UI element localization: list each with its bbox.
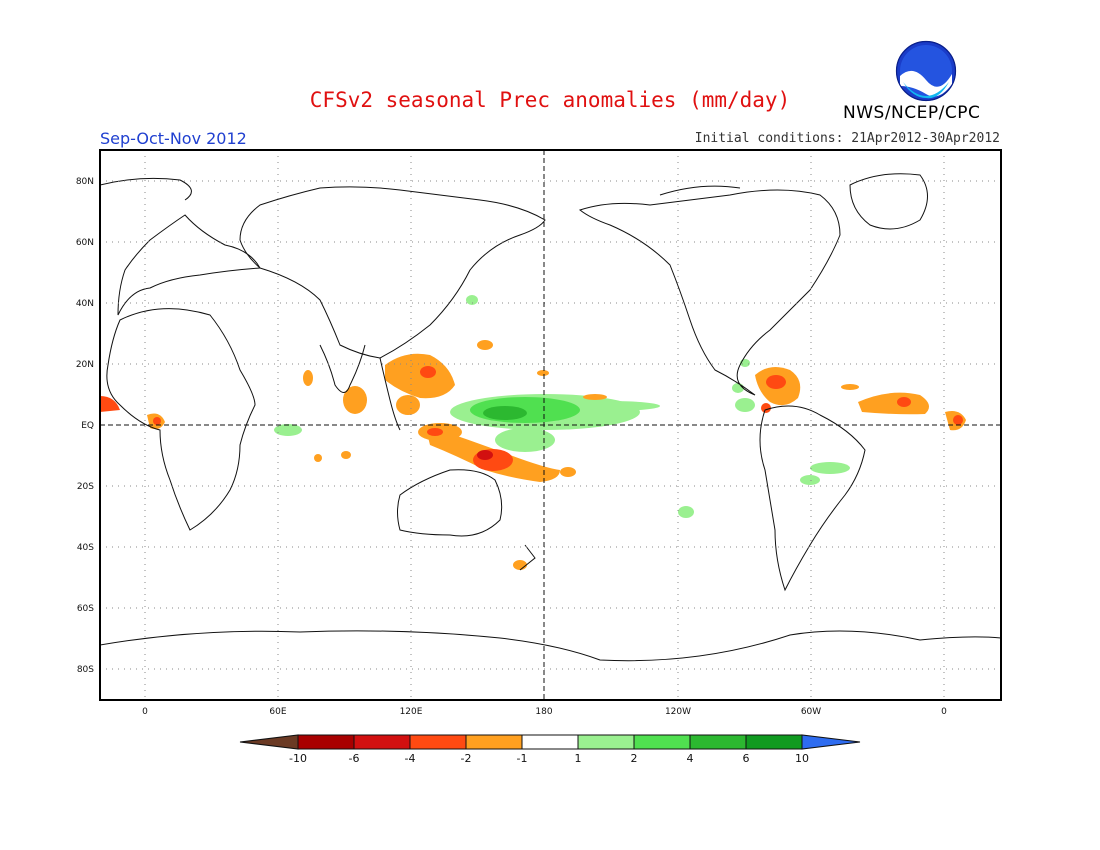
colorbar-swatch xyxy=(521,734,579,750)
lat-label: 80N xyxy=(76,177,94,187)
noaa-logo-icon xyxy=(895,40,957,102)
colorbar-swatch xyxy=(297,734,355,750)
colorbar-label: 2 xyxy=(631,752,638,765)
colorbar-label: 10 xyxy=(795,752,809,765)
lon-label: 0 xyxy=(941,707,947,717)
lat-label: 60S xyxy=(77,604,94,614)
lon-axis: 0 60E 120E 180 120W 60W 0 xyxy=(142,707,947,717)
colorbar-swatch xyxy=(633,734,691,750)
lon-label: 0 xyxy=(142,707,148,717)
colorbar-swatch xyxy=(801,734,861,750)
lon-label: 60W xyxy=(801,707,821,717)
org-label: NWS/NCEP/CPC xyxy=(843,103,981,123)
graticule xyxy=(100,150,1001,700)
colorbar-label: -10 xyxy=(289,752,307,765)
colorbar-swatch xyxy=(353,734,411,750)
lon-label: 120E xyxy=(400,707,423,717)
colorbar-swatch xyxy=(745,734,803,750)
lat-label: 60N xyxy=(76,238,94,248)
anomaly-region-tropical-atlantic-dry xyxy=(858,392,929,415)
lon-label: 180 xyxy=(535,707,552,717)
lon-label: 120W xyxy=(665,707,691,717)
lat-label: 20S xyxy=(77,482,94,492)
map-frame xyxy=(99,149,1002,701)
colorbar-swatch xyxy=(689,734,747,750)
colorbar-label: 6 xyxy=(743,752,750,765)
colorbar: -10 -6 -4 -2 -1 1 2 4 6 10 xyxy=(239,734,861,765)
colorbar-label: -2 xyxy=(461,752,472,765)
lat-label: 20N xyxy=(76,360,94,370)
colorbar-swatch xyxy=(577,734,635,750)
colorbar-label: 1 xyxy=(575,752,582,765)
lat-axis: 80N 60N 40N 20N EQ 20S 40S 60S 80S xyxy=(76,177,94,675)
colorbar-label: -6 xyxy=(349,752,360,765)
colorbar-label: -4 xyxy=(405,752,416,765)
colorbar-swatch xyxy=(409,734,467,750)
colorbar-swatch xyxy=(239,734,299,750)
lat-label: 40N xyxy=(76,299,94,309)
lat-label: EQ xyxy=(81,421,94,431)
anomaly-shading xyxy=(100,295,966,570)
anomaly-region-philippines-dry xyxy=(385,353,455,399)
chart-title: CFSv2 seasonal Prec anomalies (mm/day) xyxy=(309,88,791,112)
initial-conditions-label: Initial conditions: 21Apr2012-30Apr2012 xyxy=(694,131,1000,146)
colorbar-swatch xyxy=(465,734,523,750)
season-label: Sep-Oct-Nov 2012 xyxy=(100,129,247,148)
lat-label: 80S xyxy=(77,665,94,675)
coastlines xyxy=(100,173,1001,662)
lon-label: 60E xyxy=(269,707,286,717)
colorbar-label: 4 xyxy=(687,752,694,765)
colorbar-label: -1 xyxy=(517,752,528,765)
lat-label: 40S xyxy=(77,543,94,553)
